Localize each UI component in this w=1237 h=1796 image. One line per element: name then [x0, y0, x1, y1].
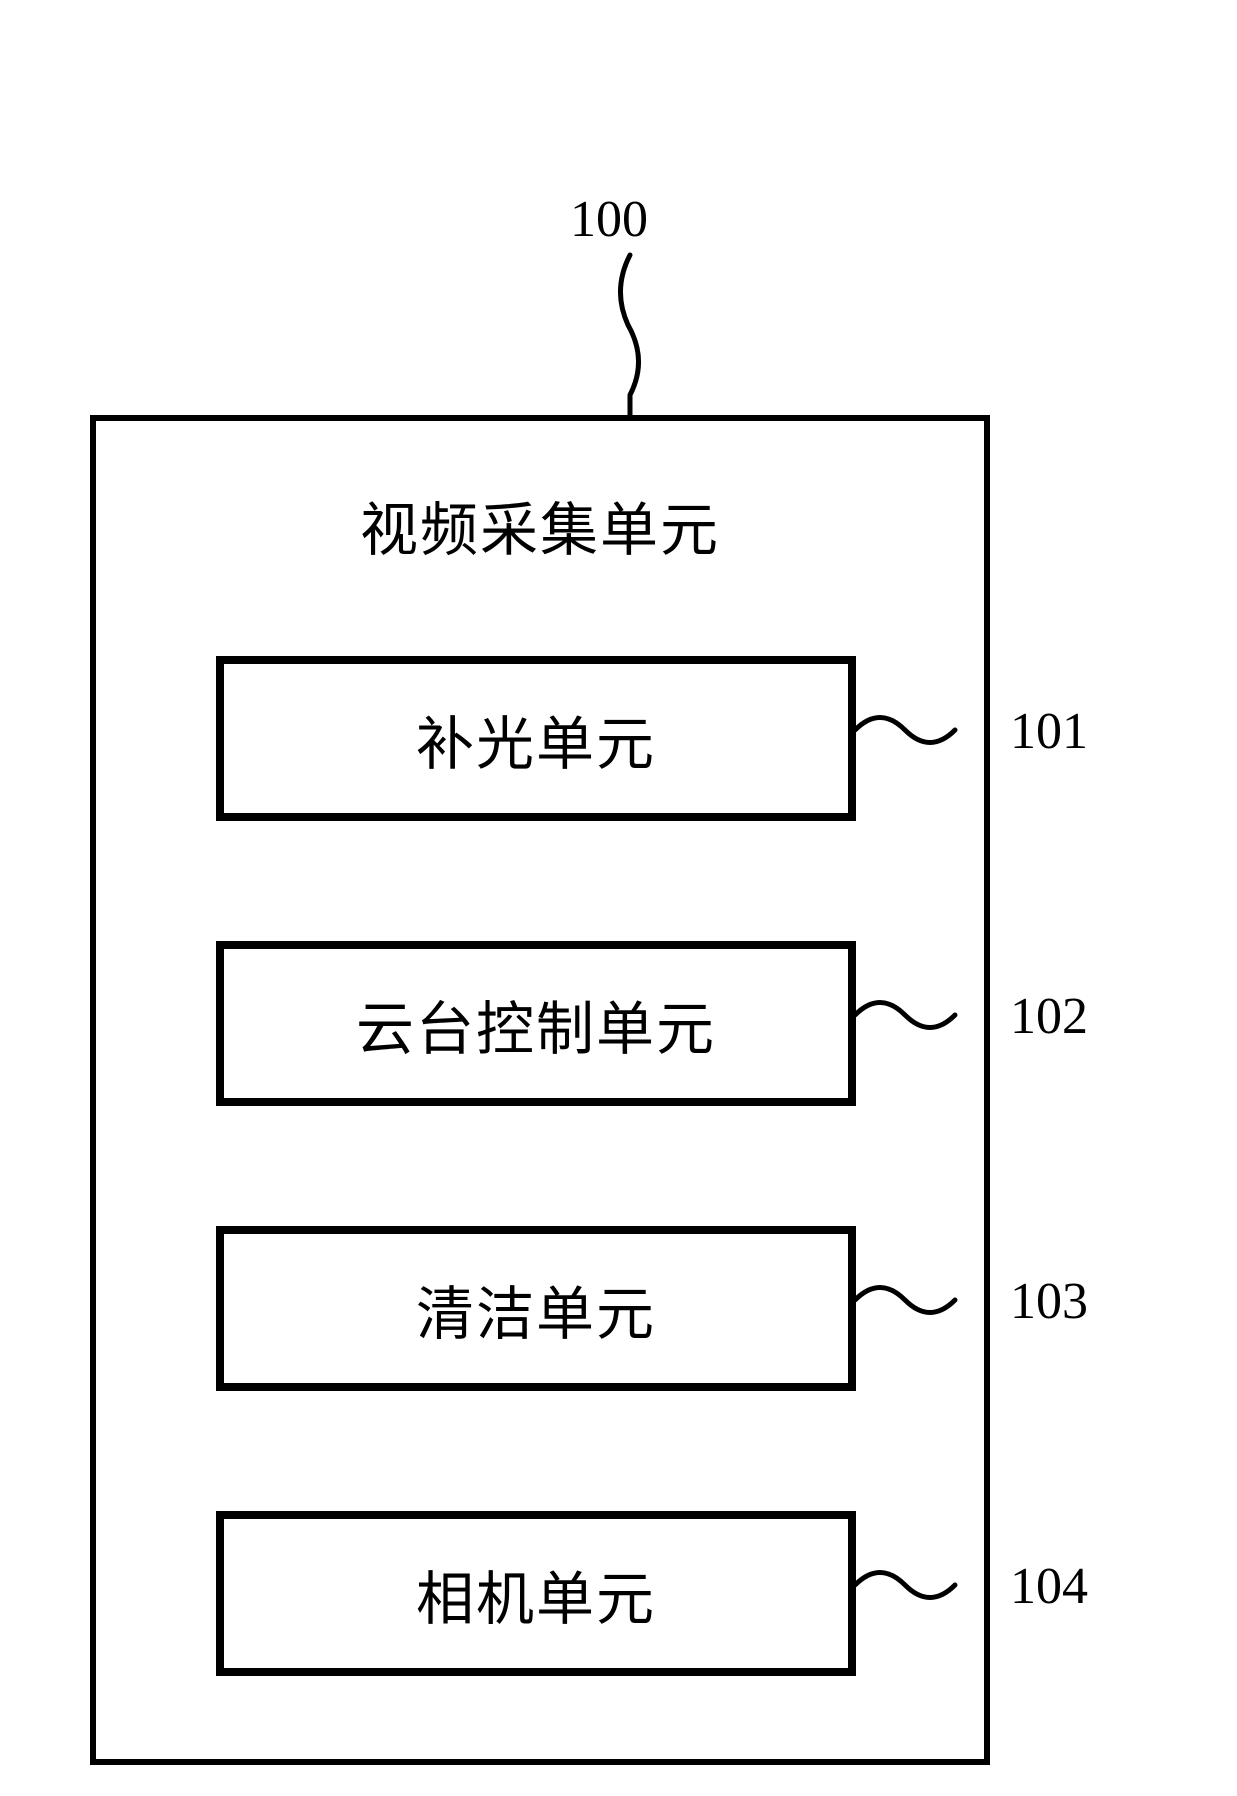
top-reference-label: 100 [570, 190, 648, 249]
side-connector-3 [850, 1550, 960, 1620]
top-connector-line [600, 250, 660, 420]
sub-box-label-2: 清洁单元 [416, 1267, 656, 1351]
sub-box-label-0: 补光单元 [416, 697, 656, 781]
main-box-title: 视频采集单元 [360, 483, 720, 567]
sub-box-3: 相机单元 [216, 1511, 856, 1676]
side-ref-label-0: 101 [1010, 702, 1088, 761]
sub-box-label-1: 云台控制单元 [356, 982, 716, 1066]
side-connector-2 [850, 1265, 960, 1335]
sub-box-1: 云台控制单元 [216, 941, 856, 1106]
sub-box-label-3: 相机单元 [416, 1552, 656, 1636]
side-connector-1 [850, 980, 960, 1050]
side-connector-0 [850, 695, 960, 765]
side-ref-label-1: 102 [1010, 987, 1088, 1046]
sub-box-2: 清洁单元 [216, 1226, 856, 1391]
sub-box-0: 补光单元 [216, 656, 856, 821]
side-ref-label-2: 103 [1010, 1272, 1088, 1331]
side-ref-label-3: 104 [1010, 1557, 1088, 1616]
diagram-container: 100 视频采集单元 补光单元 云台控制单元 清洁单元 相机单元 101 102… [90, 190, 1150, 1790]
